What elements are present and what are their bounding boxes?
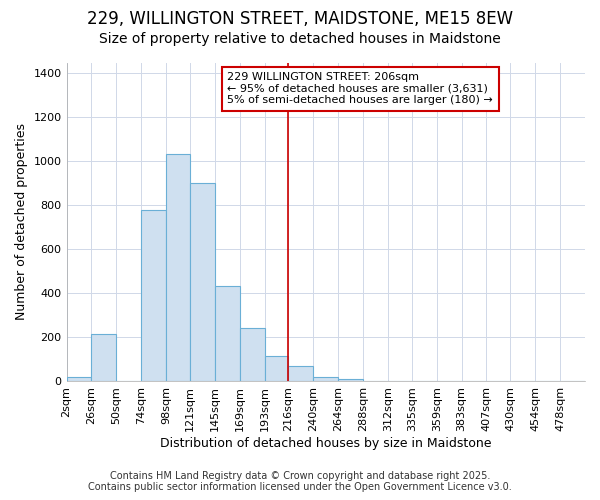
Bar xyxy=(240,328,265,382)
Bar xyxy=(338,380,363,382)
Y-axis label: Number of detached properties: Number of detached properties xyxy=(15,124,28,320)
Bar xyxy=(265,356,289,382)
Bar xyxy=(190,184,215,382)
Text: 229 WILLINGTON STREET: 206sqm
← 95% of detached houses are smaller (3,631)
5% of: 229 WILLINGTON STREET: 206sqm ← 95% of d… xyxy=(227,72,493,106)
Bar xyxy=(141,210,166,382)
Bar xyxy=(313,377,338,382)
Text: Contains HM Land Registry data © Crown copyright and database right 2025.
Contai: Contains HM Land Registry data © Crown c… xyxy=(88,471,512,492)
Bar xyxy=(67,377,91,382)
X-axis label: Distribution of detached houses by size in Maidstone: Distribution of detached houses by size … xyxy=(160,437,491,450)
Text: Size of property relative to detached houses in Maidstone: Size of property relative to detached ho… xyxy=(99,32,501,46)
Bar xyxy=(289,366,313,382)
Text: 229, WILLINGTON STREET, MAIDSTONE, ME15 8EW: 229, WILLINGTON STREET, MAIDSTONE, ME15 … xyxy=(87,10,513,28)
Bar xyxy=(91,334,116,382)
Bar xyxy=(166,154,190,382)
Bar xyxy=(215,286,240,382)
